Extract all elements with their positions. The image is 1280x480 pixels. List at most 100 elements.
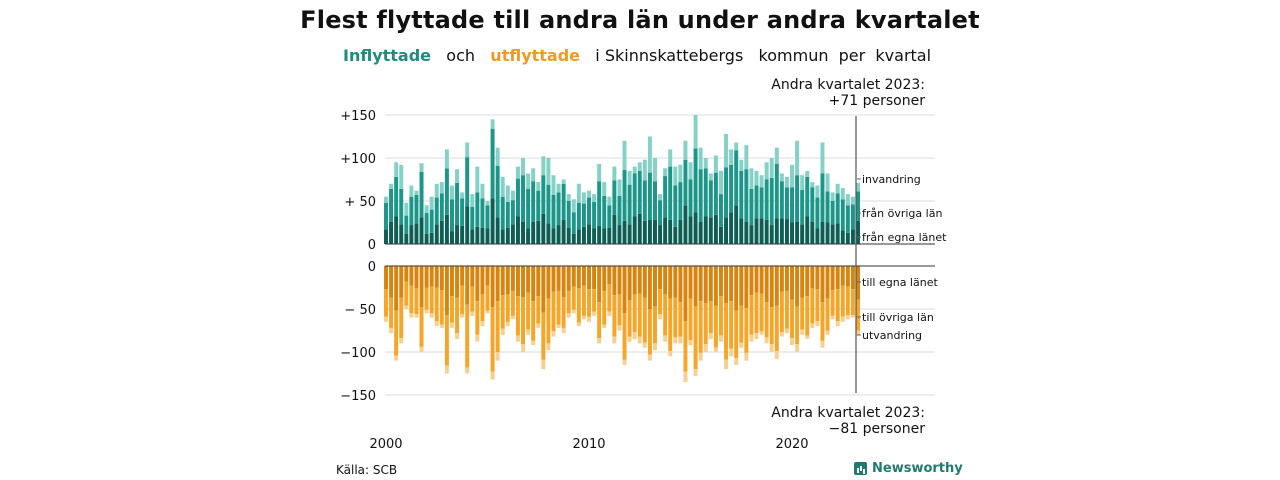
- bar-in-own-county: [729, 212, 734, 244]
- bar-in-other-county: [703, 168, 708, 217]
- bar-in-abroad: [495, 147, 500, 166]
- bar-in-other-county: [409, 196, 414, 226]
- bar-in-abroad: [749, 168, 754, 189]
- bar-in-other-county: [693, 148, 698, 213]
- chart-title: Flest flyttade till andra län under andr…: [300, 6, 980, 34]
- bar-out-abroad: [647, 354, 652, 361]
- bar-in-other-county: [449, 199, 454, 232]
- bar-in-abroad: [627, 170, 632, 185]
- bar-in-own-county: [587, 224, 591, 244]
- bar-out-other-county: [384, 289, 388, 317]
- bar-in-abroad: [531, 168, 536, 182]
- bar-out-abroad: [510, 315, 515, 320]
- bar-out-abroad: [490, 371, 495, 380]
- bar-in-other-county: [510, 200, 515, 225]
- bar-in-other-county: [566, 201, 571, 228]
- bar-out-own-county: [404, 266, 409, 282]
- bar-in-other-county: [571, 212, 576, 234]
- bar-in-own-county: [526, 228, 531, 244]
- bar-in-abroad: [784, 176, 789, 188]
- bar-in-own-county: [500, 229, 505, 244]
- bar-out-abroad: [759, 331, 764, 335]
- bar-out-own-county: [820, 266, 825, 303]
- bar-in-own-county: [658, 225, 663, 244]
- bar-in-other-county: [718, 194, 723, 227]
- bar-out-abroad: [409, 313, 414, 318]
- bar-in-abroad: [840, 188, 845, 200]
- bar-in-other-county: [795, 175, 800, 222]
- bar-out-abroad: [749, 334, 754, 342]
- bar-out-other-county: [632, 294, 637, 333]
- bar-in-abroad: [490, 119, 495, 129]
- bar-in-abroad: [759, 175, 764, 188]
- label-in-abroad: invandring: [862, 173, 921, 186]
- bar-out-other-county: [759, 293, 764, 332]
- bar-out-own-county: [729, 266, 734, 302]
- bar-out-own-county: [429, 266, 434, 287]
- bar-out-other-county: [729, 301, 734, 349]
- bar-in-abroad: [541, 156, 546, 176]
- bar-in-other-county: [810, 187, 815, 222]
- bar-in-abroad: [668, 149, 673, 167]
- bar-out-other-county: [668, 298, 673, 352]
- bar-out-abroad: [434, 321, 439, 327]
- bar-out-own-county: [749, 266, 754, 296]
- bar-out-abroad: [526, 329, 531, 335]
- bar-out-own-county: [419, 266, 424, 308]
- bar-out-own-county: [576, 266, 581, 289]
- bar-out-other-county: [678, 302, 683, 337]
- bar-out-own-county: [784, 266, 789, 291]
- bar-out-own-county: [424, 266, 429, 288]
- bar-in-abroad: [521, 158, 526, 176]
- bar-out-other-county: [815, 289, 820, 322]
- bar-out-abroad: [784, 328, 789, 334]
- bar-out-own-county: [668, 266, 673, 299]
- top-annotation-line2: +71 personer: [828, 93, 925, 109]
- bar-out-abroad: [754, 333, 759, 340]
- bar-in-own-county: [465, 206, 470, 244]
- bar-out-own-county: [546, 266, 551, 299]
- bar-out-other-county: [658, 289, 663, 315]
- bar-out-other-county: [465, 304, 470, 368]
- bar-out-abroad: [439, 324, 444, 328]
- bar-out-abroad: [384, 316, 388, 322]
- bar-out-own-county: [653, 266, 657, 307]
- bar-out-own-county: [592, 266, 597, 290]
- bar-in-other-county: [561, 183, 566, 220]
- bar-in-other-county: [536, 190, 541, 221]
- bar-in-own-county: [739, 218, 744, 244]
- bar-out-own-county: [622, 266, 627, 314]
- bar-out-own-county: [571, 266, 576, 287]
- bar-out-abroad: [795, 344, 800, 352]
- x-tick-label: 2000: [369, 437, 402, 452]
- bar-in-other-county: [688, 179, 693, 217]
- bar-chart-icon: [854, 462, 867, 475]
- top-annotation: Andra kvartalet 2023: +71 personer: [760, 77, 925, 109]
- bar-in-own-county: [779, 218, 784, 244]
- bar-out-abroad: [531, 340, 536, 346]
- bar-in-own-county: [632, 216, 637, 244]
- bar-in-own-county: [790, 222, 795, 244]
- bar-out-abroad: [505, 321, 510, 327]
- bar-in-own-county: [617, 225, 622, 244]
- bar-out-abroad: [485, 310, 490, 314]
- bar-in-own-county: [764, 219, 769, 244]
- bar-in-other-county: [815, 197, 820, 229]
- bar-in-own-county: [394, 216, 399, 244]
- bar-out-own-county: [384, 266, 388, 290]
- bar-in-own-county: [495, 217, 500, 244]
- bar-out-own-county: [800, 266, 805, 298]
- bar-out-abroad: [389, 327, 394, 334]
- bar-out-other-county: [602, 290, 607, 325]
- bar-in-abroad: [698, 147, 703, 170]
- bar-in-own-county: [774, 218, 779, 244]
- bar-out-own-county: [485, 266, 490, 286]
- bar-out-abroad: [729, 348, 734, 357]
- bar-out-other-county: [724, 302, 729, 360]
- bar-out-other-county: [718, 296, 723, 336]
- bar-out-abroad: [617, 325, 622, 331]
- bar-out-abroad: [653, 343, 657, 351]
- bar-in-abroad: [713, 155, 718, 173]
- bar-in-own-county: [703, 216, 708, 244]
